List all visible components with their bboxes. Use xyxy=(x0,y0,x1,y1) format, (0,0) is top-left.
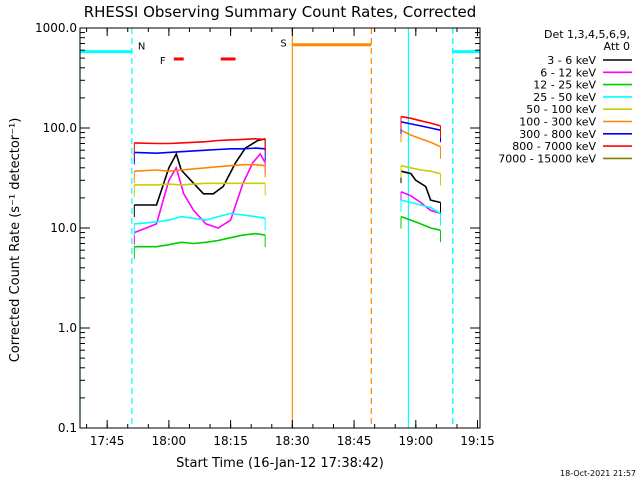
night-flag-label: N xyxy=(138,42,145,53)
legend-label: 50 - 100 keV xyxy=(526,103,596,116)
timestamp: 18-Oct-2021 21:57 xyxy=(560,469,636,478)
series-line xyxy=(400,170,441,204)
x-tick-label: 17:45 xyxy=(90,434,125,448)
series-line xyxy=(134,212,266,225)
flare-flag-label: F xyxy=(160,56,166,67)
y-tick-label: 1.0 xyxy=(58,321,77,335)
legend-label: 3 - 6 keV xyxy=(547,54,596,67)
legend-label: 25 - 50 keV xyxy=(533,91,596,104)
series-line xyxy=(400,199,441,215)
legend-label: 12 - 25 keV xyxy=(533,79,596,92)
saa-flag-label: S xyxy=(280,39,286,50)
x-tick-label: 18:45 xyxy=(337,434,372,448)
x-tick-label: 18:30 xyxy=(275,434,310,448)
series-line xyxy=(134,163,266,173)
series-line xyxy=(134,152,266,234)
legend-label: 300 - 800 keV xyxy=(519,128,596,141)
y-tick-label: 1000.0 xyxy=(35,21,77,35)
y-tick-label: 10.0 xyxy=(50,221,77,235)
y-tick-label: 0.1 xyxy=(58,421,77,435)
series-line xyxy=(134,182,266,186)
series-lines xyxy=(133,115,441,259)
legend-title: Att 0 xyxy=(604,40,630,53)
legend-label: 800 - 7000 keV xyxy=(512,140,596,153)
series-line xyxy=(400,129,441,148)
series-line xyxy=(400,215,441,231)
series-line xyxy=(400,115,441,127)
series-line xyxy=(134,232,266,248)
x-tick-label: 18:15 xyxy=(213,434,248,448)
series-line xyxy=(400,164,441,175)
x-tick-label: 19:00 xyxy=(399,434,434,448)
status-flags: N S F xyxy=(80,39,480,67)
series-line xyxy=(134,137,266,145)
legend-label: 6 - 12 keV xyxy=(540,66,596,79)
y-axis-label: Corrected Count Rate (s⁻¹ detector⁻¹) xyxy=(8,118,23,363)
legend-label: 100 - 300 keV xyxy=(519,116,596,129)
series-line xyxy=(400,121,441,131)
legend-label: 7000 - 15000 keV xyxy=(498,152,596,165)
x-tick-label: 18:00 xyxy=(152,434,187,448)
x-axis-label: Start Time (16-Jan-12 17:38:42) xyxy=(176,456,384,471)
chart-title: RHESSI Observing Summary Count Rates, Co… xyxy=(84,3,477,21)
y-tick-label: 100.0 xyxy=(43,121,77,135)
series-line xyxy=(134,147,266,155)
y-axis-ticks: 0.1 1.0 10.0 100.0 1000.0 xyxy=(35,21,480,435)
legend-title: Det 1,3,4,5,6,9, xyxy=(544,28,630,41)
x-axis-ticks: 17:45 18:00 18:15 18:30 18:45 19:00 19:15 xyxy=(86,28,495,448)
series-line xyxy=(400,191,441,215)
x-tick-label: 19:15 xyxy=(460,434,495,448)
